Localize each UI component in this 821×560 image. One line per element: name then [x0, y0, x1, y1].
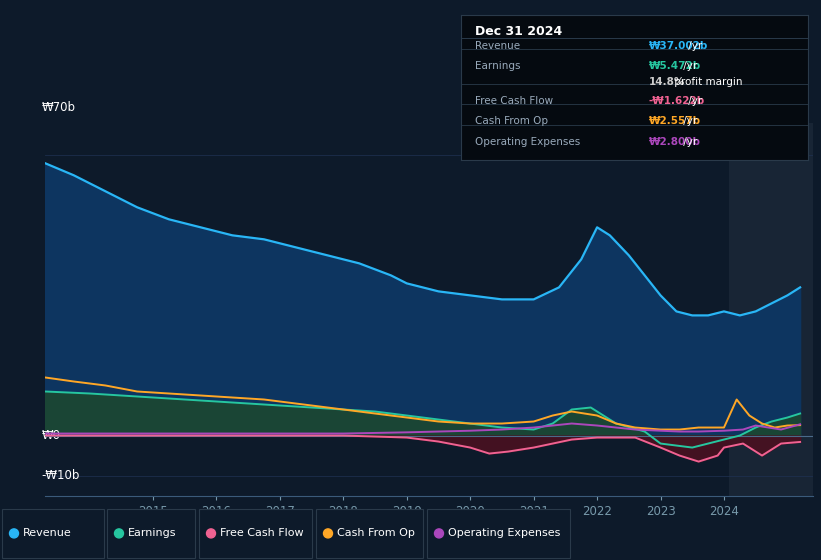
Text: /yr: /yr	[680, 137, 697, 147]
Text: ₩2.800b: ₩2.800b	[649, 137, 700, 147]
Circle shape	[114, 529, 123, 538]
Text: ₩2.557b: ₩2.557b	[649, 116, 700, 126]
FancyBboxPatch shape	[427, 509, 570, 558]
Text: Free Cash Flow: Free Cash Flow	[220, 529, 304, 538]
Text: Earnings: Earnings	[128, 529, 177, 538]
Text: Cash From Op: Cash From Op	[475, 116, 548, 126]
Text: /yr: /yr	[680, 116, 697, 126]
Circle shape	[10, 529, 19, 538]
Text: -₩10b: -₩10b	[41, 469, 80, 482]
Text: /yr: /yr	[680, 62, 697, 71]
Circle shape	[207, 529, 215, 538]
Text: 14.8%: 14.8%	[649, 77, 685, 87]
Text: ₩37.002b: ₩37.002b	[649, 41, 708, 51]
Text: /yr: /yr	[685, 96, 702, 106]
FancyBboxPatch shape	[107, 509, 195, 558]
Text: ₩0: ₩0	[41, 429, 60, 442]
FancyBboxPatch shape	[199, 509, 312, 558]
Text: profit margin: profit margin	[671, 77, 742, 87]
FancyBboxPatch shape	[316, 509, 423, 558]
Text: ₩5.472b: ₩5.472b	[649, 62, 701, 71]
Text: Earnings: Earnings	[475, 62, 521, 71]
Circle shape	[434, 529, 443, 538]
Text: -₩1.622b: -₩1.622b	[649, 96, 704, 106]
Text: Revenue: Revenue	[23, 529, 71, 538]
Text: Operating Expenses: Operating Expenses	[448, 529, 561, 538]
Text: Dec 31 2024: Dec 31 2024	[475, 25, 562, 38]
FancyBboxPatch shape	[2, 509, 104, 558]
Text: Free Cash Flow: Free Cash Flow	[475, 96, 553, 106]
Text: Revenue: Revenue	[475, 41, 521, 51]
Text: ₩70b: ₩70b	[41, 101, 76, 114]
Bar	[729, 123, 813, 496]
Circle shape	[323, 529, 333, 538]
Text: Operating Expenses: Operating Expenses	[475, 137, 580, 147]
Text: /yr: /yr	[685, 41, 702, 51]
Text: Cash From Op: Cash From Op	[337, 529, 415, 538]
